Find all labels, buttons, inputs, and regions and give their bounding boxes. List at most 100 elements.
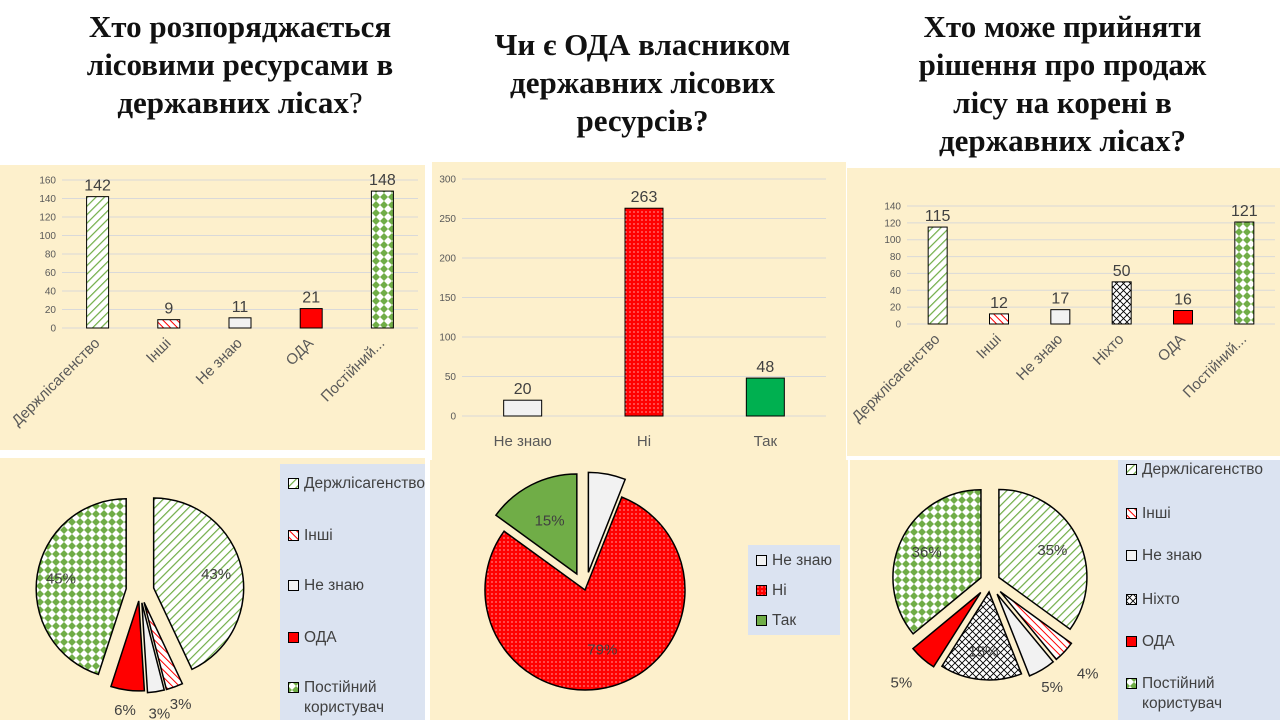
pie-data-label: 36% — [912, 544, 942, 561]
pie-slice — [892, 488, 982, 635]
legend-swatch-icon — [288, 632, 299, 643]
bar-data-label: 142 — [84, 178, 111, 195]
x-category-label: Ніхто — [1090, 331, 1128, 369]
x-category-label: Держлісагенство — [9, 335, 104, 430]
legend-item: ОДА — [1126, 632, 1276, 652]
y-tick-label: 250 — [439, 214, 456, 225]
legend-swatch-icon — [756, 615, 767, 626]
legend-label: Так — [772, 612, 797, 629]
pie-chart-panel-1: 43% 3% 3% 6% 45% Держлісагенство Інші Не знаю ОД… — [0, 458, 425, 720]
pie-slice — [35, 498, 127, 676]
legend-item: ОДА — [288, 628, 421, 648]
pie-slice — [484, 496, 686, 691]
legend-swatch-icon — [288, 682, 299, 693]
y-tick-label: 100 — [884, 235, 901, 246]
bar-data-label: 50 — [1113, 263, 1131, 280]
pie-slice — [494, 473, 578, 576]
legend-label: Не знаю — [304, 577, 365, 594]
legend-swatch-icon — [288, 530, 299, 541]
legend-label: Держлісагенство — [304, 475, 425, 492]
pie-data-label: 5% — [891, 675, 913, 692]
bar — [745, 377, 785, 417]
y-tick-label: 60 — [45, 268, 57, 279]
pie-slice — [141, 602, 166, 694]
y-tick-label: 100 — [439, 333, 456, 344]
bar-chart-panel-3: 0 20 40 60 80 100 120 140 115 Держлісагенство 12 Ін… — [847, 168, 1280, 456]
legend-label: ОДА — [304, 629, 337, 646]
bar — [989, 313, 1009, 325]
legend-label: ОДА — [1142, 633, 1175, 650]
pie-slice — [587, 471, 627, 573]
bar — [228, 317, 252, 329]
bar-chart-panel-1: 0 20 40 60 80 100 120 140 160 142 Держлісагенство 9… — [0, 165, 425, 450]
bar-data-label: 16 — [1174, 292, 1192, 309]
legend-item: Держлісагенство — [1126, 460, 1276, 480]
legend-swatch-icon — [1126, 464, 1137, 475]
bar-chart-panel-2: 0 50 100 150 200 250 300 20 Не знаю 263 Ні 48 Так — [432, 162, 846, 460]
title-1: Хто розпоряджається лісовими ресурсами в… — [50, 8, 430, 122]
bar-data-label: 11 — [232, 299, 249, 316]
bar — [1234, 221, 1255, 325]
y-tick-label: 20 — [45, 305, 57, 316]
pie-data-label: 45% — [46, 570, 76, 587]
legend-label: Інші — [304, 527, 333, 544]
legend-label: Ні — [772, 582, 787, 599]
legend-item: Так — [756, 611, 836, 631]
y-tick-label: 40 — [45, 287, 57, 298]
y-tick-label: 140 — [884, 202, 901, 213]
legend-label: Постійний користувач — [304, 679, 385, 716]
title-3: Хто може прийняти рішення про продаж ліс… — [918, 9, 1207, 158]
legend-label: Інші — [1142, 505, 1171, 522]
legend-swatch-icon — [1126, 594, 1137, 605]
bar-data-label: 48 — [756, 359, 774, 376]
x-category-label: Не знаю — [494, 433, 552, 450]
pie-legend-1: Держлісагенство Інші Не знаю ОДА Постійний к… — [280, 464, 425, 720]
pie-legend-2: Не знаю Ні Так — [748, 545, 840, 635]
x-category-label: Постійний... — [1180, 331, 1251, 402]
bar-data-label: 115 — [925, 208, 951, 225]
y-tick-label: 0 — [895, 320, 901, 331]
y-tick-label: 100 — [39, 231, 56, 242]
bar — [1173, 310, 1193, 325]
pie-chart-panel-3: 35% 4% 5% 15% 5% 36% Держлісагенство Інші Не зна… — [850, 460, 1280, 720]
bar-chart-2: 0 50 100 150 200 250 300 20 Не знаю 263 Ні 48 Так — [439, 175, 826, 450]
y-tick-label: 20 — [890, 303, 902, 314]
bar — [370, 190, 394, 329]
x-category-label: Ні — [637, 433, 651, 450]
legend-item: Держлісагенство — [288, 474, 425, 494]
bar — [927, 226, 948, 325]
bar — [1050, 309, 1071, 325]
legend-swatch-icon — [1126, 550, 1137, 561]
pie-data-label: 15% — [968, 644, 998, 661]
bar — [157, 319, 181, 329]
legend-swatch-icon — [756, 585, 767, 596]
pie-slice — [996, 593, 1055, 677]
y-tick-label: 200 — [439, 254, 456, 265]
pie-legend-3: Держлісагенство Інші Не знаю Ніхто ОДА Постій… — [1118, 460, 1280, 720]
legend-label: Ніхто — [1142, 591, 1180, 608]
y-tick-label: 160 — [39, 176, 56, 187]
pie-data-label: 43% — [201, 566, 231, 583]
legend-item: Не знаю — [288, 576, 421, 596]
legend-swatch-icon — [1126, 636, 1137, 647]
legend-item: Ніхто — [1126, 590, 1276, 610]
y-tick-label: 0 — [450, 412, 456, 423]
x-category-label: ОДА — [1155, 331, 1189, 365]
pie-slice — [143, 601, 184, 691]
pie-data-label: 6% — [114, 702, 136, 719]
bar-data-label: 9 — [164, 301, 173, 318]
y-tick-label: 80 — [45, 250, 57, 261]
legend-swatch-icon — [288, 478, 299, 489]
legend-item: Постійний користувач — [1126, 674, 1276, 714]
bar — [1111, 281, 1132, 325]
bar — [624, 207, 664, 417]
pie-data-label: 15% — [535, 513, 565, 530]
title-1-text: Хто розпоряджається лісовими ресурсами в… — [86, 9, 394, 120]
y-tick-label: 120 — [884, 218, 901, 229]
pie-slice — [999, 590, 1073, 661]
pie-data-label: 3% — [170, 696, 192, 713]
legend-swatch-icon — [1126, 678, 1137, 689]
bar — [299, 308, 323, 329]
legend-label: Не знаю — [772, 552, 833, 569]
